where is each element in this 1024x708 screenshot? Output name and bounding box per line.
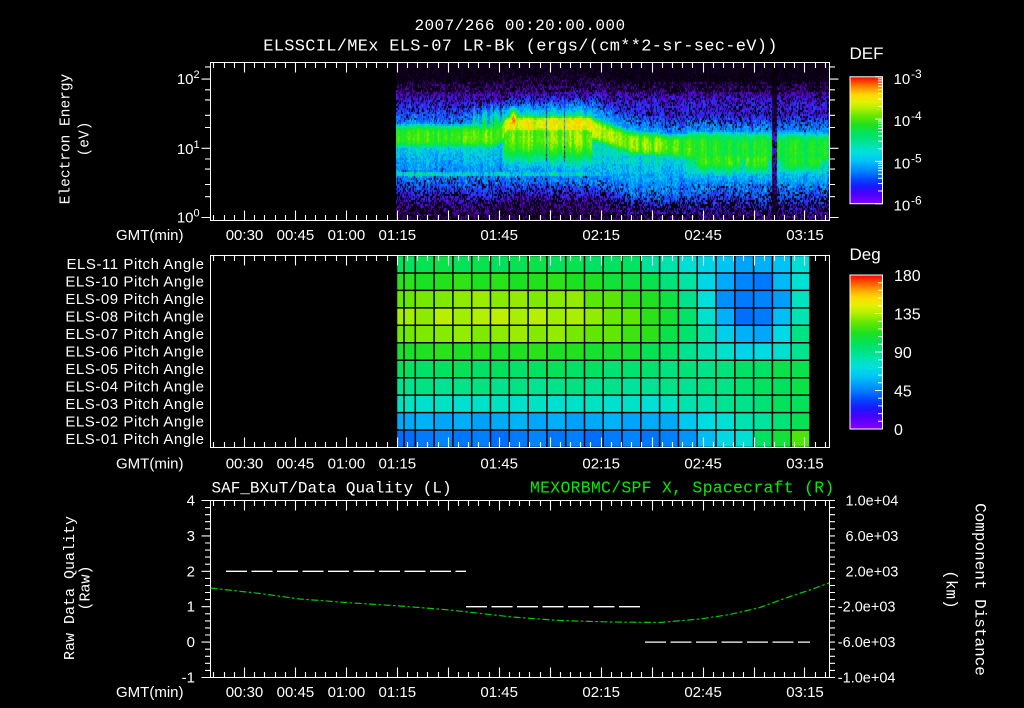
svg-text:GMT(min): GMT(min)	[116, 684, 184, 701]
svg-text:-5: -5	[911, 151, 922, 165]
svg-text:02:45: 02:45	[684, 227, 722, 244]
svg-text:45: 45	[894, 384, 912, 401]
svg-text:(Raw): (Raw)	[78, 565, 95, 610]
svg-text:Raw Data Quality: Raw Data Quality	[62, 516, 79, 660]
svg-text:01:45: 01:45	[480, 456, 518, 473]
svg-text:10: 10	[177, 141, 194, 158]
svg-text:01:15: 01:15	[379, 227, 417, 244]
svg-text:-2.0e+03: -2.0e+03	[838, 600, 896, 616]
svg-text:1: 1	[187, 599, 195, 616]
svg-text:02:15: 02:15	[582, 684, 620, 701]
svg-text:-1.0e+04: -1.0e+04	[838, 671, 896, 687]
svg-text:SAF_BXuT/Data Quality (L): SAF_BXuT/Data Quality (L)	[212, 480, 452, 498]
svg-text:0: 0	[187, 634, 195, 651]
svg-text:ELS-01 Pitch Angle: ELS-01 Pitch Angle	[65, 431, 204, 448]
svg-text:ELS-11 Pitch Angle: ELS-11 Pitch Angle	[66, 256, 204, 273]
svg-text:01:45: 01:45	[480, 227, 518, 244]
svg-text:4: 4	[187, 493, 195, 510]
svg-text:0: 0	[194, 208, 200, 220]
svg-text:03:15: 03:15	[786, 227, 824, 244]
svg-text:00:30: 00:30	[226, 684, 264, 701]
svg-text:10: 10	[894, 155, 911, 172]
svg-text:00:30: 00:30	[226, 227, 264, 244]
svg-text:ELS-04 Pitch Angle: ELS-04 Pitch Angle	[65, 378, 204, 395]
svg-text:1: 1	[194, 139, 200, 151]
svg-text:(eV): (eV)	[78, 122, 94, 157]
svg-text:ELS-09 Pitch Angle: ELS-09 Pitch Angle	[65, 291, 204, 308]
svg-text:(km): (km)	[942, 570, 960, 608]
svg-text:10: 10	[177, 210, 194, 227]
svg-text:-3: -3	[911, 67, 922, 81]
svg-text:2: 2	[194, 69, 200, 81]
svg-text:2.0e+03: 2.0e+03	[846, 564, 899, 580]
svg-text:-6: -6	[911, 194, 922, 208]
svg-text:6.0e+03: 6.0e+03	[846, 529, 899, 545]
svg-text:Electron Energy: Electron Energy	[59, 73, 75, 204]
svg-text:00:45: 00:45	[277, 456, 315, 473]
svg-text:ELS-10 Pitch Angle: ELS-10 Pitch Angle	[65, 274, 204, 291]
svg-text:ELS-06 Pitch Angle: ELS-06 Pitch Angle	[65, 344, 204, 361]
svg-text:0: 0	[894, 422, 903, 439]
svg-text:-6.0e+03: -6.0e+03	[838, 635, 896, 651]
svg-text:01:15: 01:15	[379, 684, 417, 701]
svg-text:ELS-05 Pitch Angle: ELS-05 Pitch Angle	[65, 361, 204, 378]
svg-text:ELS-08 Pitch Angle: ELS-08 Pitch Angle	[65, 309, 204, 326]
svg-text:03:15: 03:15	[786, 684, 824, 701]
svg-text:90: 90	[894, 345, 912, 362]
svg-text:00:45: 00:45	[277, 227, 315, 244]
svg-text:MEXORBMC/SPF X, Spacecraft (R): MEXORBMC/SPF X, Spacecraft (R)	[530, 479, 835, 498]
svg-text:00:45: 00:45	[277, 684, 315, 701]
svg-text:3: 3	[187, 528, 195, 545]
svg-text:Deg: Deg	[850, 245, 881, 264]
svg-text:01:00: 01:00	[328, 684, 366, 701]
svg-text:ELS-02 Pitch Angle: ELS-02 Pitch Angle	[65, 413, 204, 430]
svg-text:10: 10	[894, 71, 911, 88]
svg-text:10: 10	[894, 113, 911, 130]
svg-text:01:00: 01:00	[328, 456, 366, 473]
svg-text:Component Distance: Component Distance	[971, 503, 989, 676]
svg-text:02:15: 02:15	[582, 456, 620, 473]
svg-text:02:15: 02:15	[582, 227, 620, 244]
svg-text:03:15: 03:15	[786, 456, 824, 473]
svg-text:10: 10	[177, 71, 194, 88]
svg-text:00:30: 00:30	[226, 456, 264, 473]
svg-text:01:15: 01:15	[379, 456, 417, 473]
svg-text:-4: -4	[911, 109, 922, 123]
svg-text:GMT(min): GMT(min)	[116, 456, 184, 473]
svg-text:10: 10	[894, 198, 911, 215]
svg-text:02:45: 02:45	[684, 684, 722, 701]
svg-text:2: 2	[187, 563, 195, 580]
svg-text:180: 180	[894, 268, 921, 285]
svg-text:1.0e+04: 1.0e+04	[846, 494, 899, 510]
svg-text:ELS-07 Pitch Angle: ELS-07 Pitch Angle	[65, 326, 204, 343]
svg-text:01:45: 01:45	[480, 684, 518, 701]
svg-text:135: 135	[894, 307, 921, 324]
svg-text:02:45: 02:45	[684, 456, 722, 473]
svg-text:2007/266 00:20:00.000: 2007/266 00:20:00.000	[414, 17, 625, 35]
svg-text:ELS-03 Pitch Angle: ELS-03 Pitch Angle	[65, 396, 204, 413]
svg-text:01:00: 01:00	[328, 227, 366, 244]
svg-text:DEF: DEF	[850, 44, 884, 63]
svg-text:-1: -1	[182, 670, 195, 687]
svg-text:ELSSCIL/MEx ELS-07 LR-Bk (erg: ELSSCIL/MEx ELS-07 LR-Bk (ergs/(cm**2-sr…	[263, 38, 778, 57]
svg-text:GMT(min): GMT(min)	[116, 227, 184, 244]
